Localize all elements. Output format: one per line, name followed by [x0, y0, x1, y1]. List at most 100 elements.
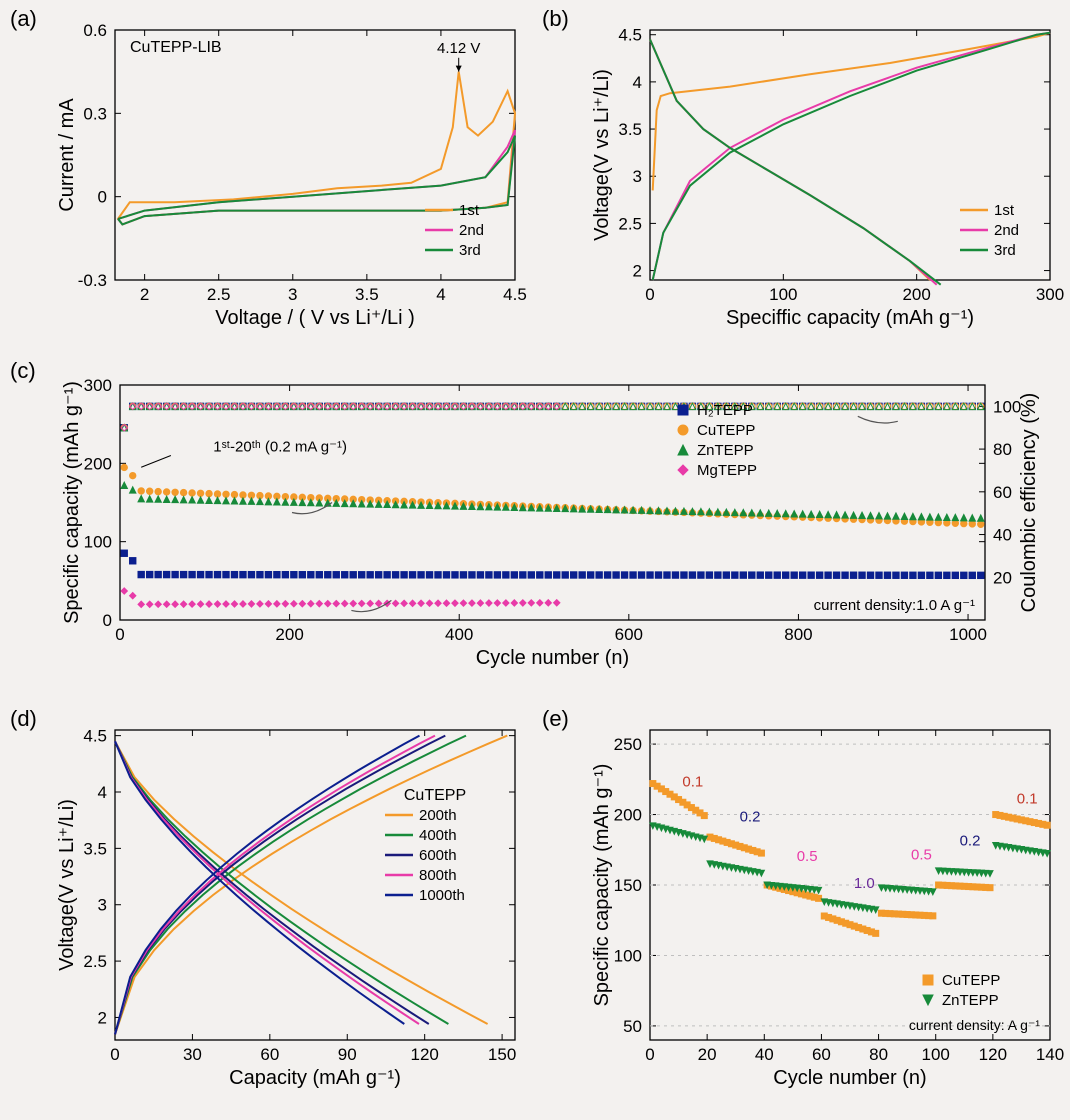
- svg-text:140: 140: [1036, 1045, 1064, 1064]
- svg-text:0: 0: [98, 188, 107, 207]
- svg-text:0: 0: [115, 625, 124, 644]
- svg-text:MgTEPP: MgTEPP: [697, 462, 757, 479]
- svg-text:60: 60: [812, 1045, 831, 1064]
- svg-text:400th: 400th: [419, 827, 457, 844]
- panel-a: 2 2.5 3 3.5 4 4.5 -0.3 0 0.3 0.6 Voltage / ( V vs …: [60, 20, 530, 340]
- svg-text:Specific capacity (mAh g⁻¹): Specific capacity (mAh g⁻¹): [61, 381, 83, 624]
- svg-text:80: 80: [993, 440, 1012, 459]
- svg-text:0: 0: [110, 1045, 119, 1064]
- svg-text:200: 200: [84, 454, 112, 473]
- svg-text:150: 150: [614, 876, 642, 895]
- svg-text:4.12 V: 4.12 V: [437, 40, 480, 57]
- svg-text:2: 2: [98, 1008, 107, 1027]
- svg-text:60: 60: [260, 1045, 279, 1064]
- svg-text:0: 0: [103, 611, 112, 630]
- svg-text:40: 40: [993, 526, 1012, 545]
- svg-text:800: 800: [784, 625, 812, 644]
- svg-text:2nd: 2nd: [459, 222, 484, 239]
- svg-text:4.5: 4.5: [503, 285, 527, 304]
- svg-text:1st: 1st: [994, 202, 1015, 219]
- svg-text:3rd: 3rd: [459, 242, 481, 259]
- svg-text:0: 0: [645, 1045, 654, 1064]
- svg-text:3.5: 3.5: [355, 285, 379, 304]
- svg-text:4: 4: [98, 783, 107, 802]
- svg-text:600th: 600th: [419, 847, 457, 864]
- svg-text:100: 100: [769, 285, 797, 304]
- svg-text:800th: 800th: [419, 867, 457, 884]
- svg-text:2.5: 2.5: [207, 285, 231, 304]
- svg-text:600: 600: [615, 625, 643, 644]
- svg-text:Cycle number (n): Cycle number (n): [773, 1067, 926, 1089]
- svg-text:0.5: 0.5: [797, 848, 818, 865]
- svg-text:30: 30: [183, 1045, 202, 1064]
- svg-text:2nd: 2nd: [994, 222, 1019, 239]
- svg-text:H₂TEPP: H₂TEPP: [697, 402, 753, 419]
- panel-e: 02040608010012014050100150200250Cycle nu…: [595, 720, 1065, 1100]
- svg-text:4: 4: [436, 285, 445, 304]
- svg-text:150: 150: [488, 1045, 516, 1064]
- svg-text:100: 100: [922, 1045, 950, 1064]
- svg-text:CuTEPP-LIB: CuTEPP-LIB: [130, 39, 222, 56]
- svg-text:80: 80: [869, 1045, 888, 1064]
- svg-text:1st: 1st: [459, 202, 480, 219]
- svg-text:200: 200: [614, 806, 642, 825]
- svg-text:300: 300: [84, 376, 112, 395]
- svg-text:0: 0: [645, 285, 654, 304]
- svg-text:Speciffic capacity (mAh g⁻¹): Speciffic capacity (mAh g⁻¹): [726, 307, 974, 329]
- svg-text:2.5: 2.5: [83, 952, 107, 971]
- svg-text:3: 3: [288, 285, 297, 304]
- panel-label-e: (e): [542, 706, 569, 732]
- panel-label-c: (c): [10, 358, 36, 384]
- svg-text:0.6: 0.6: [83, 21, 107, 40]
- svg-text:60: 60: [993, 483, 1012, 502]
- svg-text:1.0: 1.0: [854, 875, 875, 892]
- svg-text:3.5: 3.5: [618, 120, 642, 139]
- svg-text:ZnTEPP: ZnTEPP: [697, 442, 754, 459]
- svg-text:3: 3: [98, 896, 107, 915]
- svg-text:4.5: 4.5: [83, 727, 107, 746]
- svg-text:CuTEPP: CuTEPP: [404, 787, 466, 804]
- svg-text:0.3: 0.3: [83, 104, 107, 123]
- svg-text:20: 20: [993, 568, 1012, 587]
- svg-text:200: 200: [275, 625, 303, 644]
- svg-text:1000: 1000: [949, 625, 987, 644]
- svg-text:50: 50: [623, 1017, 642, 1036]
- svg-text:20: 20: [698, 1045, 717, 1064]
- figure-container: { "panels": { "a": { "label": "(a)", "ti…: [0, 0, 1070, 1120]
- svg-text:current density:1.0 A g⁻¹: current density:1.0 A g⁻¹: [814, 597, 975, 614]
- panel-label-b: (b): [542, 6, 569, 32]
- svg-text:40: 40: [755, 1045, 774, 1064]
- svg-text:CuTEPP: CuTEPP: [942, 972, 1000, 989]
- svg-text:3rd: 3rd: [994, 242, 1016, 259]
- svg-text:current density: A g⁻¹: current density: A g⁻¹: [909, 1017, 1040, 1033]
- svg-text:200: 200: [902, 285, 930, 304]
- svg-text:0.2: 0.2: [960, 833, 981, 850]
- svg-text:120: 120: [410, 1045, 438, 1064]
- svg-text:2.5: 2.5: [618, 214, 642, 233]
- panel-d: 030609012015022.533.544.5Capacity (mAh g…: [60, 720, 530, 1100]
- svg-text:CuTEPP: CuTEPP: [697, 422, 755, 439]
- svg-text:2: 2: [140, 285, 149, 304]
- svg-text:-0.3: -0.3: [78, 271, 107, 290]
- svg-text:100: 100: [614, 946, 642, 965]
- panel-c: 020040060080010000100200300Cycle number …: [60, 375, 1050, 685]
- svg-text:Voltage / ( V vs Li⁺/Li ): Voltage / ( V vs Li⁺/Li ): [215, 307, 415, 329]
- svg-text:ZnTEPP: ZnTEPP: [942, 992, 999, 1009]
- svg-text:3: 3: [633, 167, 642, 186]
- svg-text:400: 400: [445, 625, 473, 644]
- svg-text:200th: 200th: [419, 807, 457, 824]
- svg-text:1ˢᵗ-20ᵗʰ (0.2 mA g⁻¹): 1ˢᵗ-20ᵗʰ (0.2 mA g⁻¹): [213, 439, 347, 456]
- svg-text:250: 250: [614, 735, 642, 754]
- svg-text:Voltage(V vs Li⁺/Li): Voltage(V vs Li⁺/Li): [591, 69, 613, 241]
- svg-text:Specific capacity (mAh g⁻¹): Specific capacity (mAh g⁻¹): [591, 764, 613, 1007]
- svg-text:Voltage(V vs Li⁺/Li): Voltage(V vs Li⁺/Li): [56, 799, 78, 971]
- panel-label-d: (d): [10, 706, 37, 732]
- svg-text:Cycle number (n): Cycle number (n): [476, 647, 629, 669]
- svg-text:300: 300: [1036, 285, 1064, 304]
- svg-text:0.5: 0.5: [911, 847, 932, 864]
- panel-b: 010020030022.533.544.5Speciffic capacity…: [595, 20, 1065, 340]
- svg-text:0.1: 0.1: [682, 773, 703, 790]
- svg-text:4.5: 4.5: [618, 26, 642, 45]
- svg-text:1000th: 1000th: [419, 887, 465, 904]
- svg-text:Capacity (mAh g⁻¹): Capacity (mAh g⁻¹): [229, 1067, 401, 1089]
